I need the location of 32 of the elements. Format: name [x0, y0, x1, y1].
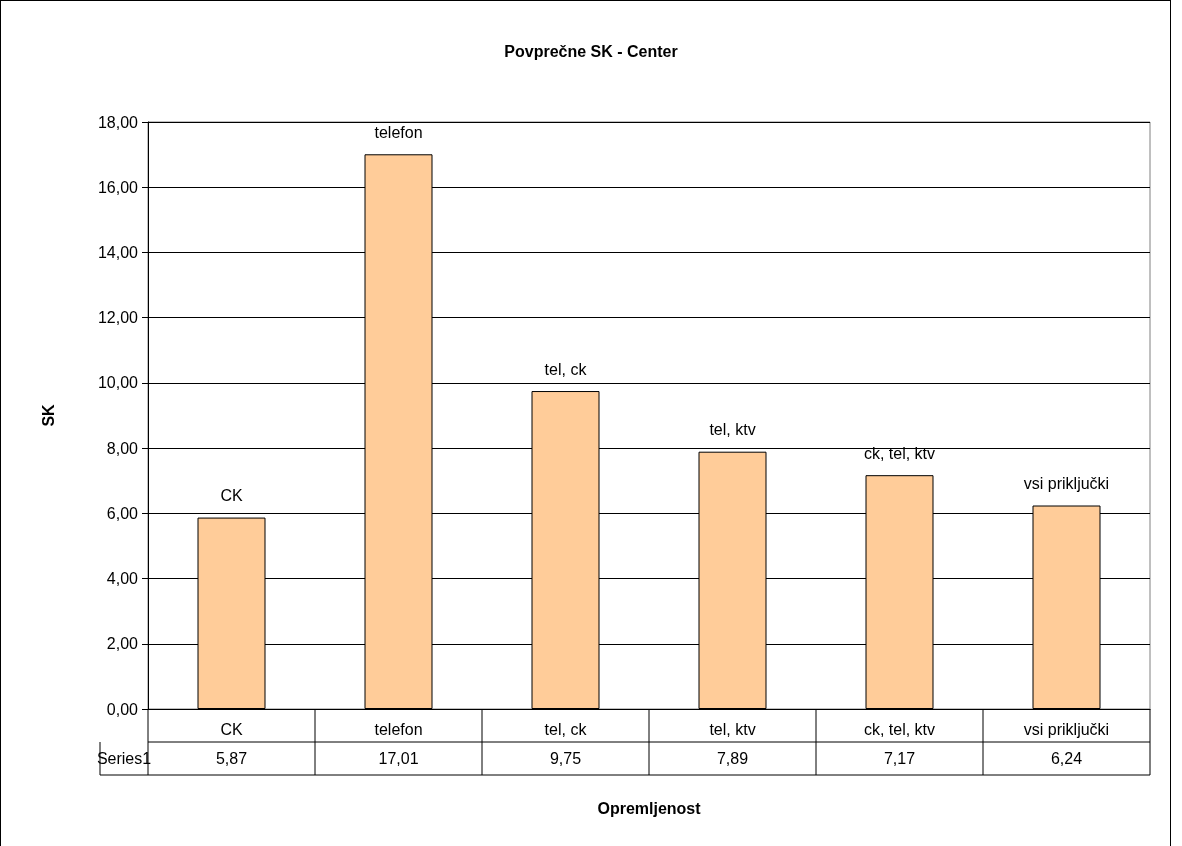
- annotation: tel, ktv: [709, 421, 756, 439]
- annotation: tel, ck: [544, 360, 588, 378]
- chart-title: Povprečne SK - Center: [504, 42, 678, 60]
- data-label: 17,01: [378, 750, 419, 767]
- data-label: 9,75: [549, 750, 582, 767]
- annotation: ck, tel, ktv: [863, 444, 936, 462]
- y-tick-label: 14,00: [97, 243, 139, 261]
- annotation: vsi priključki: [1023, 475, 1110, 493]
- data-label: 6,24: [1050, 750, 1083, 767]
- y-tick-label: 0,00: [106, 700, 139, 718]
- annotation: telefon: [374, 123, 423, 141]
- y-tick-label: 16,00: [97, 178, 139, 196]
- legend-label: Series1: [96, 750, 152, 767]
- y-tick-label: 8,00: [106, 439, 139, 457]
- y-tick-label: 18,00: [97, 113, 139, 131]
- x-tick-label: CK: [220, 720, 243, 738]
- x-tick-label: vsi priključki: [1023, 720, 1110, 738]
- y-tick-label: 12,00: [97, 309, 139, 327]
- data-label: 7,89: [716, 750, 749, 767]
- y-tick-label: 4,00: [106, 570, 139, 588]
- y-tick-label: 2,00: [106, 635, 139, 653]
- data-label: 5,87: [215, 750, 248, 767]
- y-axis-title: SK: [39, 403, 57, 427]
- x-axis-title: Opremljenost: [597, 799, 702, 817]
- y-tick-label: 10,00: [97, 374, 139, 392]
- annotation: CK: [220, 487, 243, 505]
- data-label: 7,17: [883, 750, 916, 767]
- x-tick-label: tel, ktv: [709, 720, 756, 738]
- x-tick-label: ck, tel, ktv: [863, 720, 936, 738]
- y-tick-label: 6,00: [106, 504, 139, 522]
- x-tick-label: tel, ck: [544, 720, 588, 738]
- x-tick-label: telefon: [374, 720, 423, 738]
